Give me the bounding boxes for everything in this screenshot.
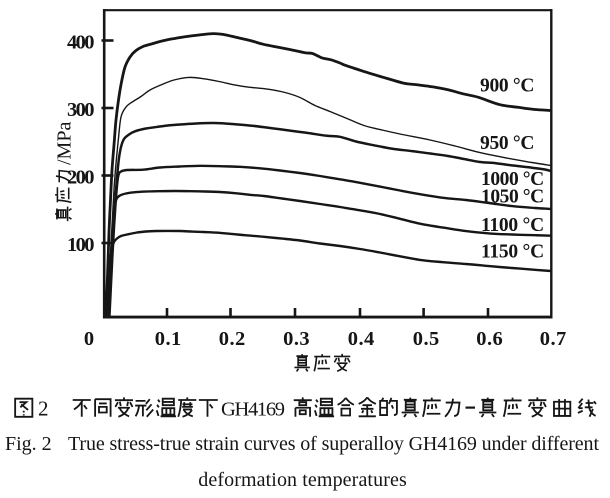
svg-text:0.3: 0.3 bbox=[283, 328, 310, 350]
svg-text:0: 0 bbox=[84, 328, 94, 350]
svg-text:0.5: 0.5 bbox=[413, 328, 440, 350]
svg-text:GH4169: GH4169 bbox=[221, 399, 285, 421]
svg-text:900 °C: 900 °C bbox=[480, 76, 535, 97]
svg-text:400: 400 bbox=[67, 31, 95, 53]
svg-text:1000 °C: 1000 °C bbox=[481, 169, 544, 190]
svg-text:0.6: 0.6 bbox=[476, 328, 503, 350]
svg-text:True stress-true strain curves: True stress-true strain curves of supera… bbox=[68, 433, 599, 455]
svg-text:deformation temperatures: deformation temperatures bbox=[198, 469, 407, 491]
svg-text:2: 2 bbox=[38, 397, 49, 421]
svg-text:Fig. 2: Fig. 2 bbox=[5, 433, 52, 455]
svg-text:0.4: 0.4 bbox=[348, 328, 375, 350]
svg-text:/MPa: /MPa bbox=[54, 122, 76, 165]
svg-text:100: 100 bbox=[67, 234, 95, 256]
svg-text:0.1: 0.1 bbox=[155, 328, 182, 350]
svg-text:300: 300 bbox=[67, 99, 95, 121]
svg-text:0.2: 0.2 bbox=[219, 328, 246, 350]
svg-text:950 °C: 950 °C bbox=[480, 133, 535, 154]
svg-text:200: 200 bbox=[67, 166, 95, 188]
svg-text:1150 °C: 1150 °C bbox=[481, 242, 544, 263]
svg-text:0.7: 0.7 bbox=[540, 328, 567, 350]
svg-text:1050 °C: 1050 °C bbox=[481, 187, 544, 208]
svg-text:1100 °C: 1100 °C bbox=[481, 215, 544, 236]
